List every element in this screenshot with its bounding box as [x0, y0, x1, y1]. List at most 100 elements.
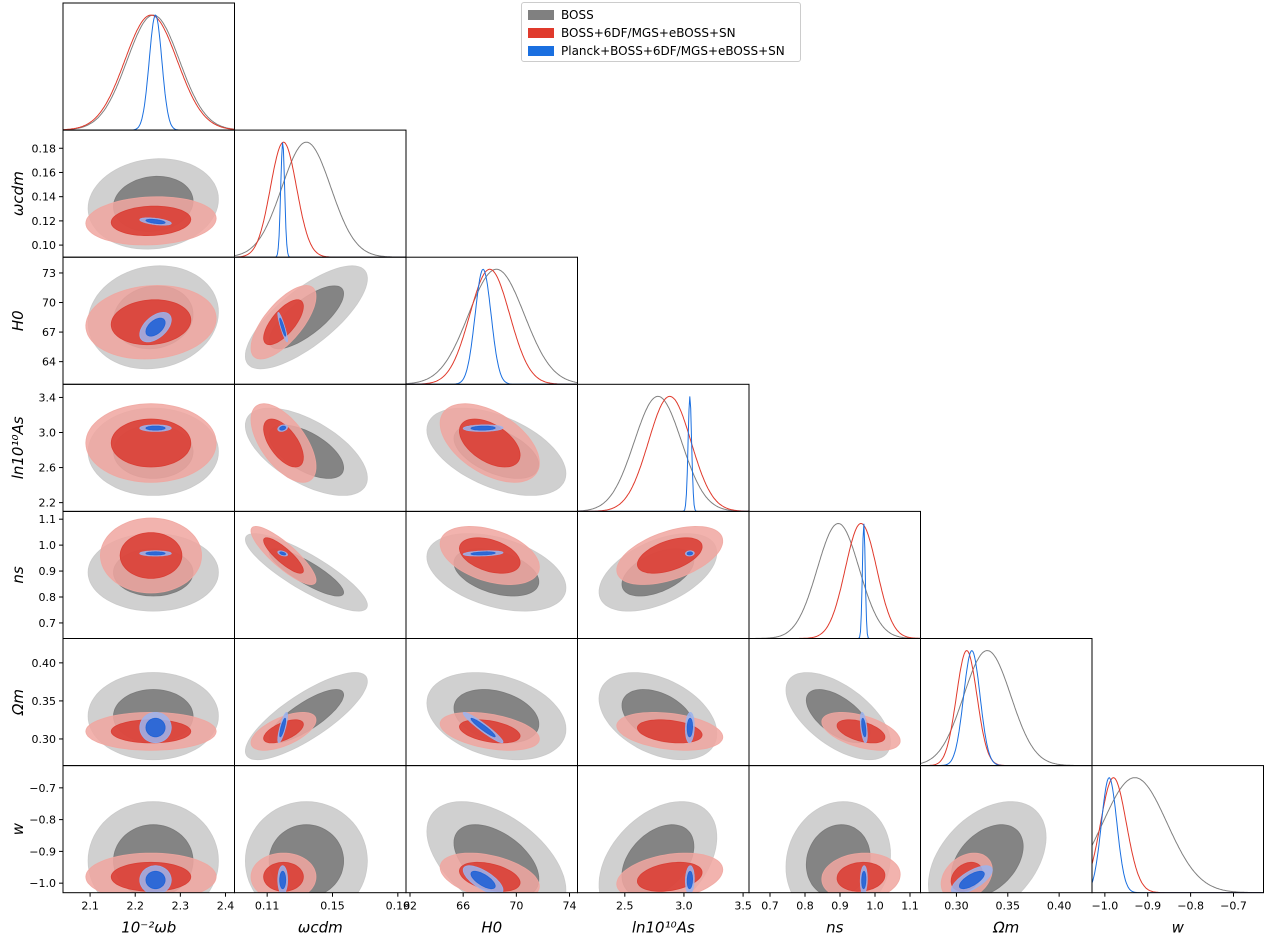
panel-6-5: 0.30 0.35 0.40 Ωm [920, 765, 1093, 937]
ytick-label-4-2: 0.9 [39, 565, 57, 578]
contour-5-4-series-2-inner [861, 717, 867, 738]
panel-6-2: 62 66 70 74 H0 [403, 765, 578, 937]
contour-6-3-series-2-inner [686, 870, 693, 890]
panel-5-5 [920, 638, 1093, 767]
xtick-label-0-0: 2.1 [81, 900, 99, 913]
xtick-label-4-2: 0.9 [831, 900, 849, 913]
ytick-label-6-1: −0.9 [29, 845, 56, 858]
contour-4-2-series-2-inner [470, 551, 496, 556]
marginal-5-series-2 [920, 649, 1092, 766]
panel-4-0: 0.7 0.8 0.9 1.0 1.1 ns [9, 510, 235, 639]
panel-2-1 [234, 256, 407, 385]
xtick-label-6-0: −1.0 [1092, 900, 1119, 913]
panel-5-3 [577, 638, 750, 767]
legend-item-boss: BOSS [528, 7, 594, 23]
panel-6-6: −1.0 −0.9 −0.8 −0.7 w [1091, 765, 1264, 937]
contour-6-0-series-2-inner [145, 870, 166, 890]
xtick-label-5-0: 0.30 [944, 900, 969, 913]
xtick-label-1-2: 0.19 [386, 900, 411, 913]
legend-item-boss-combined: BOSS+6DF/MGS+eBOSS+SN [528, 25, 736, 41]
panel-6-4: 0.7 0.8 0.9 1.0 1.1 ns [748, 765, 921, 937]
xtick-label-6-1: −0.9 [1134, 900, 1161, 913]
contour-5-3-series-2-inner [686, 717, 693, 738]
x-axis-label-1: ωcdm [298, 919, 343, 937]
ytick-label-5-2: 0.40 [32, 657, 57, 670]
panel-2-0: 64 67 70 73 H0 [9, 256, 235, 385]
legend-label-boss: BOSS [561, 8, 594, 22]
xtick-label-0-3: 2.4 [217, 900, 235, 913]
xtick-label-4-0: 0.7 [761, 900, 779, 913]
marginal-0-series-0 [63, 14, 235, 131]
xtick-label-2-2: 70 [509, 900, 523, 913]
ytick-label-2-2: 70 [42, 297, 56, 310]
panel-6-0: 2.1 2.2 2.3 2.4 10⁻²ωb −1.0 −0.9 −0.8 −0.7 w [9, 765, 235, 937]
contour-4-3-series-1-inner [636, 537, 703, 574]
xtick-label-5-2: 0.40 [1047, 900, 1072, 913]
x-axis-label-4: ns [826, 919, 844, 937]
panel-6-3: 2.5 3.0 3.5 ln10¹⁰As [577, 765, 752, 937]
contour-1-0-series-2-inner [145, 218, 166, 225]
marginal-2-series-2 [406, 268, 578, 385]
marginal-3-series-0 [577, 395, 749, 512]
panel-4-1 [234, 510, 407, 639]
panel-0-0 [62, 2, 235, 131]
xtick-label-2-3: 74 [563, 900, 577, 913]
legend: BOSS BOSS+6DF/MGS+eBOSS+SN Planck+BOSS+6… [521, 2, 801, 62]
marginal-0-series-1 [63, 14, 235, 131]
marginal-4-series-2 [749, 523, 921, 639]
ytick-label-1-3: 0.16 [32, 166, 57, 179]
marginal-6-series-1 [1092, 777, 1264, 893]
xtick-label-5-1: 0.35 [996, 900, 1021, 913]
marginal-1-series-0 [234, 141, 406, 258]
ytick-label-2-1: 67 [42, 326, 56, 339]
marginal-0-series-2 [63, 14, 235, 131]
x-axis-label-6: w [1172, 919, 1185, 937]
panel-4-3 [577, 510, 750, 639]
ytick-label-1-0: 0.10 [32, 239, 57, 252]
ytick-label-6-3: −0.7 [29, 782, 56, 795]
xtick-label-2-1: 66 [456, 900, 470, 913]
xtick-label-3-0: 2.5 [616, 900, 634, 913]
contour-3-2-series-2-inner [470, 425, 496, 431]
contour-6-1-series-2-inner [279, 870, 287, 890]
ytick-label-3-3: 3.4 [39, 391, 57, 404]
contour-5-0-series-2-inner [145, 717, 166, 738]
xtick-label-6-2: −0.8 [1177, 900, 1204, 913]
panel-3-2 [405, 383, 578, 512]
y-axis-label-1: ωcdm [9, 171, 27, 216]
panel-3-3 [577, 383, 750, 512]
contour-4-3-series-2-inner [686, 551, 693, 556]
ytick-label-1-4: 0.18 [32, 142, 57, 155]
ytick-label-1-2: 0.14 [32, 191, 57, 204]
contour-5-1-series-2-inner [279, 717, 287, 738]
legend-label-boss-combined: BOSS+6DF/MGS+eBOSS+SN [561, 26, 736, 40]
marginal-2-series-1 [406, 268, 578, 385]
ytick-label-4-4: 1.1 [39, 513, 57, 526]
panel-2-2 [405, 256, 578, 385]
marginal-3-series-2 [577, 396, 749, 512]
panel-5-1 [234, 638, 407, 767]
legend-label-planck-combined: Planck+BOSS+6DF/MGS+eBOSS+SN [561, 44, 785, 58]
panel-5-0: 0.30 0.35 0.40 Ωm [9, 638, 235, 767]
x-axis-label-3: ln10¹⁰As [632, 919, 695, 937]
contour-4-1-series-2-inner [279, 551, 287, 556]
contour-5-2-series-2-inner [470, 717, 496, 738]
contour-3-1-series-2-inner [279, 425, 287, 431]
panel-3-0: 2.2 2.6 3.0 3.4 ln10¹⁰As [9, 383, 235, 512]
marginal-2-series-0 [406, 268, 578, 385]
ytick-label-2-3: 73 [42, 267, 56, 280]
panel-4-4 [748, 510, 921, 639]
xtick-label-6-3: −0.7 [1220, 900, 1247, 913]
ytick-label-3-1: 2.6 [39, 462, 57, 475]
ytick-label-1-1: 0.12 [32, 215, 57, 228]
contour-2-0-series-2-inner [145, 317, 166, 337]
ytick-label-5-1: 0.35 [32, 695, 57, 708]
xtick-label-3-1: 3.0 [675, 900, 693, 913]
contour-6-4-series-2-inner [861, 870, 867, 890]
ytick-label-3-0: 2.2 [39, 497, 57, 510]
panel-3-1 [234, 383, 407, 512]
legend-swatch-boss-combined [528, 28, 554, 38]
contour-4-0-series-2-inner [145, 551, 166, 556]
xtick-label-1-1: 0.15 [320, 900, 345, 913]
